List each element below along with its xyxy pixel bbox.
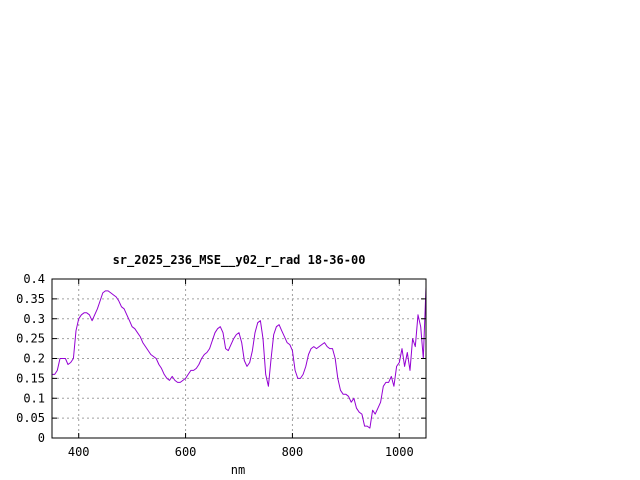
x-axis-ticks: 400 600 800 1000 — [68, 279, 414, 459]
x-tick-label: 400 — [68, 445, 90, 459]
y-tick-label: 0.05 — [16, 411, 45, 425]
x-tick-label: 600 — [175, 445, 197, 459]
plot-area — [52, 286, 427, 429]
y-tick-label: 0.1 — [23, 391, 45, 405]
y-tick-label: 0.2 — [23, 352, 45, 366]
x-tick-label: 1000 — [385, 445, 414, 459]
chart-title: sr_2025_236_MSE__y02_r_rad 18-36-00 — [113, 253, 366, 268]
y-tick-label: 0.25 — [16, 332, 45, 346]
series-line-0 — [52, 286, 427, 429]
grid-lines — [52, 279, 426, 438]
x-tick-label: 800 — [282, 445, 304, 459]
y-axis-ticks: 0 0.05 0.1 0.15 0.2 0.25 0.3 0.35 0.4 — [16, 272, 426, 445]
y-tick-label: 0.15 — [16, 371, 45, 385]
y-tick-label: 0.35 — [16, 292, 45, 306]
x-axis-label: nm — [231, 463, 245, 477]
y-tick-label: 0.4 — [23, 272, 45, 286]
y-tick-label: 0 — [38, 431, 45, 445]
y-tick-label: 0.3 — [23, 312, 45, 326]
